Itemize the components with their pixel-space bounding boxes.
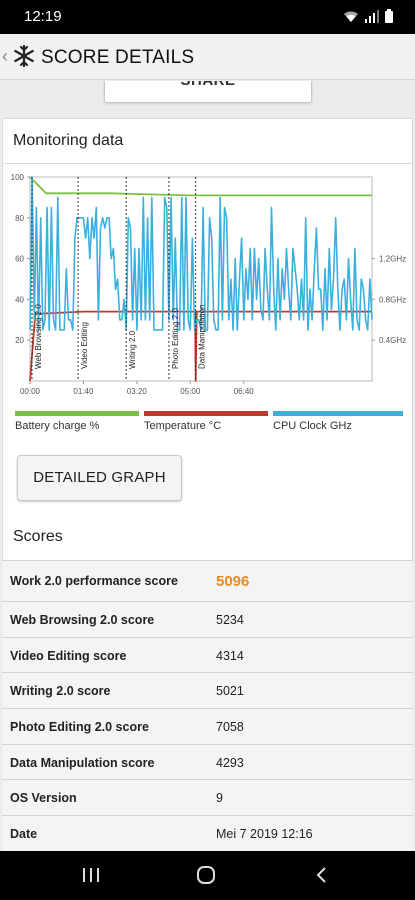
score-value: 4314 <box>216 648 244 663</box>
score-value: 4293 <box>216 755 244 770</box>
back-chevron-icon[interactable]: ‹ <box>2 46 8 66</box>
signal-icon <box>365 10 379 23</box>
section-label: Data Manipulation <box>198 305 207 369</box>
battery-icon <box>385 9 393 23</box>
monitoring-title: Monitoring data <box>13 132 124 149</box>
back-icon[interactable] <box>313 865 329 885</box>
snowflake-logo-icon <box>14 44 34 68</box>
section-label: Photo Editing 2.0 <box>171 308 180 369</box>
scores-table: Work 2.0 performance score 5096 Web Brow… <box>2 560 413 852</box>
legend-label-battery: Battery charge % <box>15 420 100 432</box>
score-label: OS Version <box>10 791 77 806</box>
legend-item-battery: Battery charge % <box>15 411 139 432</box>
x-tick-label: 03:20 <box>127 387 148 396</box>
wifi-icon <box>344 11 358 22</box>
legend-label-cpu: CPU Clock GHz <box>273 420 352 432</box>
y-left-tick-label: 60 <box>15 255 24 264</box>
score-row-photo-editing: Photo Editing 2.0 score 7058 <box>2 709 413 745</box>
app-bar: ‹ SCORE DETAILS <box>0 34 415 80</box>
status-icons <box>343 9 393 23</box>
monitoring-card: Monitoring data 100 80 60 40 20 1.2GHz 0.8GHz 0… <box>2 118 413 858</box>
legend-item-cpu: CPU Clock GHz <box>273 411 403 432</box>
score-value: 7058 <box>216 720 244 735</box>
y-left-tick-label: 40 <box>15 295 24 304</box>
status-time: 12:19 <box>24 8 62 25</box>
score-value: Mei 7 2019 12:16 <box>216 827 313 842</box>
x-tick-label: 05:00 <box>180 387 201 396</box>
legend-swatch-temperature <box>144 411 268 416</box>
x-tick-label: 06:40 <box>234 387 255 396</box>
score-label: Date <box>10 827 38 842</box>
section-label: Writing 2.0 <box>128 330 137 369</box>
y-right-tick-label: 1.2GHz <box>379 255 406 264</box>
score-row-video-editing: Video Editing score 4314 <box>2 637 413 674</box>
score-row-os-version: OS Version 9 <box>2 780 413 817</box>
section-label: Video Editing <box>80 322 89 369</box>
score-value: 5021 <box>216 684 244 699</box>
status-bar: 12:19 <box>0 0 415 34</box>
y-right-tick-label: 0.8GHz <box>379 295 406 304</box>
monitoring-chart: 100 80 60 40 20 1.2GHz 0.8GHz 0.4GHz 00:00 01:40 0… <box>11 174 406 396</box>
divider <box>3 163 412 164</box>
y-left-tick-label: 80 <box>15 214 24 223</box>
legend-swatch-cpu <box>273 411 403 416</box>
page-title: SCORE DETAILS <box>41 47 195 68</box>
x-tick-label: 01:40 <box>73 387 94 396</box>
series-line-battery-charge <box>29 176 372 197</box>
score-value: 5234 <box>216 613 244 627</box>
score-label: Video Editing score <box>10 648 127 663</box>
home-icon[interactable] <box>196 865 216 885</box>
score-label: Photo Editing 2.0 score <box>10 720 149 735</box>
score-label: Data Manipulation score <box>10 755 155 770</box>
x-tick-label: 00:00 <box>20 387 41 396</box>
score-label: Web Browsing 2.0 score <box>10 613 155 627</box>
system-nav-bar <box>0 851 415 900</box>
score-row-date: Date Mei 7 2019 12:16 <box>2 816 413 852</box>
legend-swatch-battery <box>15 411 139 416</box>
legend-label-temperature: Temperature °C <box>144 420 222 432</box>
score-row-work: Work 2.0 performance score 5096 <box>2 561 413 602</box>
section-label: Web Browsing 2.0 <box>34 304 43 369</box>
score-label: Writing 2.0 score <box>10 684 111 699</box>
series-line-cpu-clock-ghz <box>29 176 373 331</box>
recent-apps-icon[interactable] <box>82 865 100 885</box>
scores-title: Scores <box>13 528 63 545</box>
y-left-tick-label: 100 <box>11 174 25 182</box>
score-row-data-manipulation: Data Manipulation score 4293 <box>2 744 413 781</box>
chart-legend: Battery charge % Temperature °C CPU Cloc… <box>15 411 405 441</box>
share-area: SHARE <box>0 81 415 111</box>
detailed-graph-button[interactable]: DETAILED GRAPH <box>17 455 182 501</box>
score-row-web-browsing: Web Browsing 2.0 score 5234 <box>2 602 413 638</box>
y-right-tick-label: 0.4GHz <box>379 336 406 345</box>
share-button[interactable]: SHARE <box>104 81 312 103</box>
score-value: 9 <box>216 791 223 806</box>
score-row-writing: Writing 2.0 score 5021 <box>2 673 413 710</box>
score-label: Work 2.0 performance score <box>10 574 178 588</box>
score-value: 5096 <box>216 573 250 590</box>
y-left-tick-label: 20 <box>15 336 24 345</box>
legend-item-temperature: Temperature °C <box>144 411 268 432</box>
